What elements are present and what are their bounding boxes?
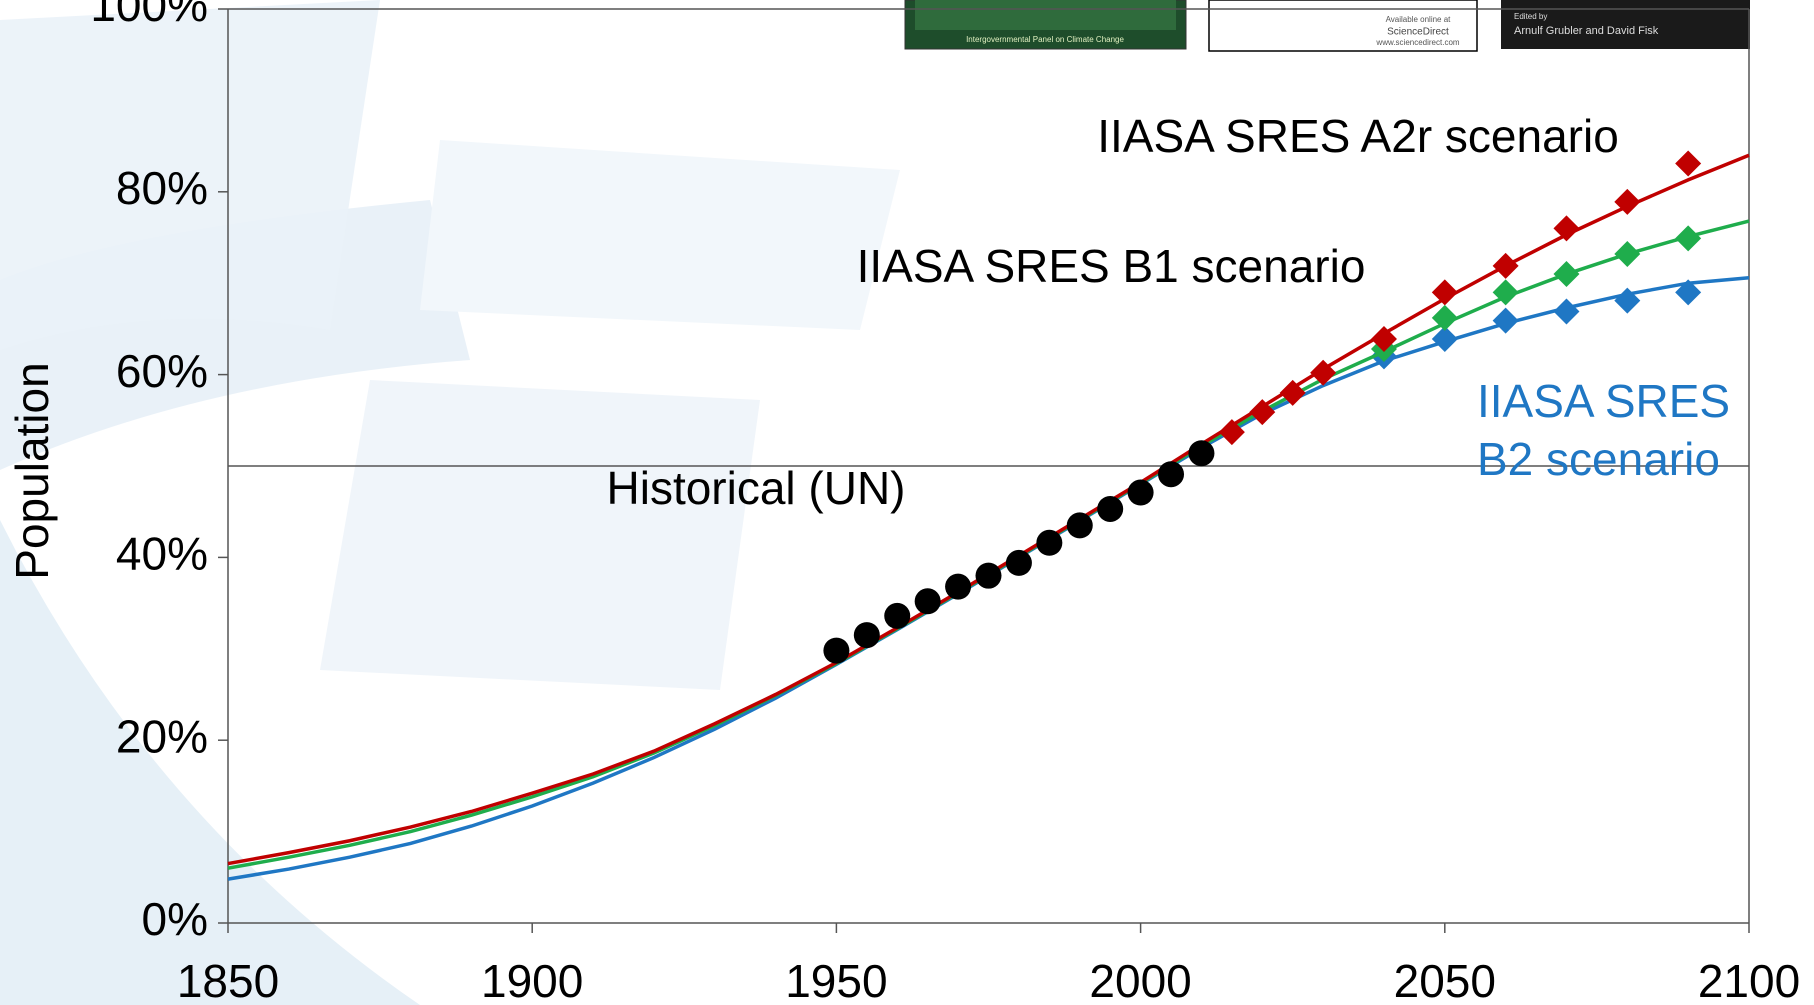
x-tick-label: 1950 <box>785 955 887 1005</box>
chart: Intergovernmental Panel on Climate Chang… <box>0 0 1814 1005</box>
dot-marker <box>1128 480 1154 506</box>
y-tick-label: 60% <box>116 345 208 397</box>
dot-marker <box>1067 512 1093 538</box>
dot-marker <box>1097 496 1123 522</box>
x-tick-label: 1900 <box>481 955 583 1005</box>
diamond-marker <box>1614 241 1640 267</box>
diamond-marker <box>1493 253 1519 279</box>
diamond-marker <box>1553 299 1579 325</box>
dot-marker <box>1158 461 1184 487</box>
dot-marker <box>854 622 880 648</box>
series-label: Historical (UN) <box>607 462 906 514</box>
cover-text: www.sciencedirect.com <box>1375 38 1459 47</box>
dot-marker <box>823 638 849 664</box>
dot-marker <box>1006 550 1032 576</box>
series-label: IIASA SRES A2r scenario <box>1097 110 1619 162</box>
x-tick-label: 2050 <box>1394 955 1496 1005</box>
page: {"chart_data": {"type": "line", "y_label… <box>0 0 1814 1005</box>
diamond-marker <box>1553 261 1579 287</box>
y-tick-label: 80% <box>116 162 208 214</box>
y-axis-label: Population <box>6 362 58 579</box>
y-tick-label: 0% <box>142 893 208 945</box>
cover-text: Intergovernmental Panel on Climate Chang… <box>966 35 1124 44</box>
diamond-marker <box>1675 225 1701 251</box>
diamond-marker <box>1675 150 1701 176</box>
dot-marker <box>1036 530 1062 556</box>
cover-text: Available online at <box>1386 15 1452 24</box>
x-tick-label: 2000 <box>1089 955 1191 1005</box>
report-covers: Intergovernmental Panel on Climate Chang… <box>905 0 1750 51</box>
y-tick-label: 100% <box>90 0 208 31</box>
x-tick-label: 1850 <box>177 955 279 1005</box>
diamond-marker <box>1432 279 1458 305</box>
cover-text: Edited by <box>1514 12 1547 21</box>
y-tick-label: 40% <box>116 528 208 580</box>
dot-marker <box>976 563 1002 589</box>
x-tick-label: 2100 <box>1698 955 1800 1005</box>
dot-marker <box>1188 440 1214 466</box>
dot-marker <box>884 603 910 629</box>
cover-text: ScienceDirect <box>1387 27 1449 38</box>
cover-text: Arnulf Grubler and David Fisk <box>1514 25 1659 37</box>
cover-image <box>915 0 1176 30</box>
series-label: IIASA SRES B2 scenario <box>1477 372 1747 488</box>
dot-marker <box>915 588 941 614</box>
diamond-marker <box>1493 308 1519 334</box>
series-label: IIASA SRES B1 scenario <box>857 240 1366 292</box>
dot-marker <box>945 574 971 600</box>
y-tick-label: 20% <box>116 710 208 762</box>
